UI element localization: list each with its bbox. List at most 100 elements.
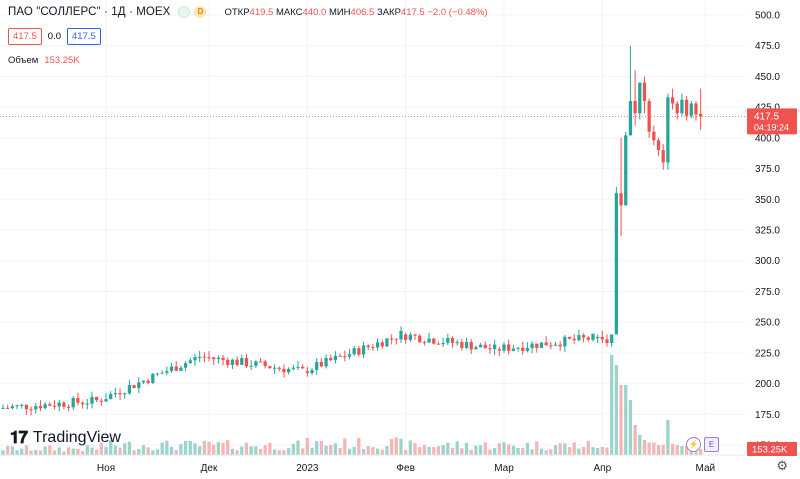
candle-body [169, 366, 174, 372]
y-tick-label: 225.0 [755, 348, 780, 359]
volume-bar [483, 442, 487, 455]
candle-body [1, 407, 5, 409]
candle-body [347, 354, 352, 357]
candle-body [549, 345, 553, 347]
candle-body [291, 367, 295, 369]
volume-bar [80, 451, 85, 455]
candle-body [118, 393, 122, 395]
volume-bar [20, 448, 24, 455]
volume-bar [183, 440, 188, 455]
volume-bar [469, 449, 473, 455]
y-tick-label: 500.0 [755, 11, 780, 22]
candle-body [71, 398, 75, 408]
trade-buttons: 417.5 0.0 417.5 [8, 28, 101, 45]
candle-body [675, 103, 679, 114]
candle-body [244, 358, 249, 367]
volume-bar [605, 447, 609, 455]
volume-bar [361, 449, 366, 455]
volume-bar [577, 448, 581, 455]
candle-body [343, 356, 347, 358]
volume-legend[interactable]: Объем 153.25K [8, 55, 80, 66]
candle-body [493, 344, 497, 350]
volume-bar [563, 443, 567, 455]
candle-body [507, 344, 511, 351]
y-tick-label: 250.0 [755, 318, 780, 329]
candle-body [656, 140, 661, 151]
candle-body [207, 357, 211, 359]
volume-bar [296, 440, 300, 455]
candle-body [48, 404, 52, 406]
volume-bar [572, 442, 576, 455]
candle-body [469, 341, 473, 350]
volume-bar [638, 435, 642, 455]
volume-bar [493, 448, 497, 455]
candle-body [689, 103, 693, 116]
volume-bar [324, 445, 328, 455]
candle-body [193, 356, 197, 361]
volume-bar [319, 441, 324, 455]
tradingview-logo[interactable]: 𝟏𝟕 TradingView [10, 428, 121, 448]
volume-bar [549, 449, 553, 455]
candle-body [216, 357, 221, 360]
candle-body [652, 131, 656, 141]
sell-price-button[interactable]: 417.5 [8, 28, 42, 45]
candle-body [305, 371, 309, 374]
volume-bar [71, 448, 75, 455]
candle-body [694, 103, 698, 115]
candle-body [132, 385, 136, 388]
last-volume-badge [747, 442, 797, 456]
volume-bar [15, 450, 19, 455]
candle-body [586, 337, 590, 340]
candle-body [249, 365, 253, 367]
volume-bar [104, 446, 108, 455]
candle-body [567, 336, 572, 339]
candle-body [478, 344, 483, 348]
change-readout: −2.0 (−0.48%) [427, 6, 488, 18]
candle-body [43, 404, 47, 409]
candle-body [371, 347, 375, 349]
volume-bar [216, 442, 221, 455]
volume-bar [553, 445, 558, 455]
candle-body [324, 357, 328, 367]
candle-body [277, 367, 281, 369]
buy-price-button[interactable]: 417.5 [67, 28, 101, 45]
candle-body [15, 405, 19, 407]
x-tick-label: 2023 [296, 463, 319, 474]
volume-bar [188, 441, 192, 455]
e-icon[interactable]: E [704, 437, 719, 452]
symbol-title[interactable]: ПАО "СОЛЛЕРС" · 1Д · MOEX [8, 6, 171, 18]
volume-bar [90, 447, 94, 455]
volume-bar [558, 443, 562, 455]
spread-value: 0.0 [47, 31, 61, 42]
volume-bar [109, 440, 113, 455]
volume-bar [652, 442, 656, 455]
candle-body [62, 402, 66, 407]
volume-bar [329, 444, 333, 455]
candle-body [389, 338, 394, 340]
candle-body [535, 343, 539, 349]
lightning-icon[interactable]: ⚡ [686, 437, 701, 452]
candle-body [310, 369, 314, 374]
volume-bar [240, 446, 244, 455]
candle-body [600, 336, 604, 340]
candle-body [226, 359, 230, 365]
y-tick-label: 425.0 [755, 103, 780, 114]
x-tick-label: Ноя [97, 463, 115, 474]
candle-body [34, 406, 38, 410]
volume-bar [52, 450, 57, 455]
candle-body [183, 363, 188, 368]
x-tick-label: Май [696, 463, 716, 474]
volume-bar [675, 445, 679, 455]
volume-bar [38, 450, 43, 455]
candle-body [633, 101, 637, 114]
gear-icon[interactable]: ⚙ [776, 458, 788, 473]
volume-bar [263, 445, 267, 455]
candle-body [57, 402, 61, 407]
volume-label: Объем [8, 55, 39, 66]
volume-bar [633, 425, 637, 455]
volume-bar [413, 443, 417, 455]
volume-bar [305, 437, 309, 455]
volume-bar [544, 450, 548, 455]
candle-body [464, 341, 469, 348]
